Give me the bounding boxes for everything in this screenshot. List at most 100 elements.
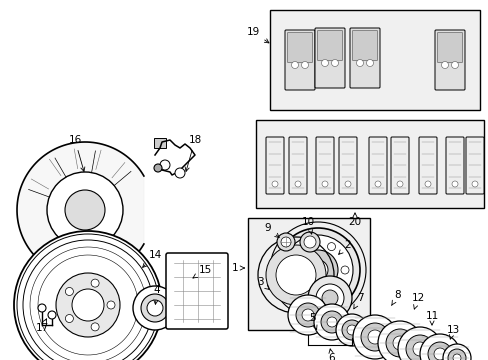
- Circle shape: [315, 284, 343, 312]
- Circle shape: [299, 232, 319, 252]
- Circle shape: [160, 160, 170, 170]
- Circle shape: [360, 323, 388, 351]
- Circle shape: [147, 300, 163, 316]
- Circle shape: [14, 231, 162, 360]
- Circle shape: [441, 62, 447, 68]
- Circle shape: [65, 190, 105, 230]
- Circle shape: [392, 336, 406, 350]
- FancyBboxPatch shape: [418, 137, 436, 194]
- Circle shape: [271, 181, 278, 187]
- Circle shape: [340, 266, 348, 274]
- Circle shape: [374, 181, 380, 187]
- FancyBboxPatch shape: [317, 31, 342, 60]
- Circle shape: [321, 290, 337, 306]
- Circle shape: [397, 327, 441, 360]
- Circle shape: [301, 62, 308, 68]
- FancyBboxPatch shape: [352, 31, 377, 60]
- Text: 7: 7: [353, 293, 363, 309]
- Text: 13: 13: [446, 325, 459, 339]
- Circle shape: [366, 59, 373, 67]
- FancyBboxPatch shape: [265, 137, 284, 194]
- Circle shape: [275, 228, 359, 312]
- Circle shape: [327, 289, 335, 297]
- FancyBboxPatch shape: [314, 28, 345, 88]
- FancyBboxPatch shape: [338, 137, 356, 194]
- Text: 11: 11: [425, 311, 438, 325]
- Text: 12: 12: [410, 293, 424, 309]
- Circle shape: [283, 235, 352, 305]
- Circle shape: [286, 266, 294, 274]
- Circle shape: [450, 62, 458, 68]
- FancyBboxPatch shape: [390, 137, 408, 194]
- Circle shape: [321, 181, 327, 187]
- Circle shape: [297, 250, 337, 290]
- Circle shape: [294, 181, 301, 187]
- Circle shape: [281, 237, 290, 247]
- Text: 17: 17: [35, 319, 48, 333]
- Bar: [269, 10, 479, 110]
- Text: 2: 2: [338, 240, 350, 255]
- Circle shape: [48, 311, 56, 319]
- Text: 6: 6: [328, 349, 335, 360]
- Circle shape: [154, 164, 162, 172]
- Circle shape: [307, 260, 327, 280]
- Circle shape: [72, 289, 104, 321]
- Circle shape: [424, 181, 430, 187]
- Circle shape: [320, 311, 342, 333]
- FancyBboxPatch shape: [288, 137, 306, 194]
- FancyBboxPatch shape: [285, 30, 314, 90]
- Text: 14: 14: [142, 250, 162, 267]
- Circle shape: [141, 294, 169, 322]
- Circle shape: [302, 309, 313, 321]
- Text: 10: 10: [301, 217, 314, 234]
- Circle shape: [451, 181, 457, 187]
- Circle shape: [313, 304, 349, 340]
- Text: 9: 9: [264, 223, 279, 238]
- Text: 5: 5: [308, 313, 316, 329]
- Circle shape: [327, 243, 335, 251]
- Circle shape: [447, 349, 465, 360]
- Circle shape: [326, 317, 336, 327]
- Circle shape: [471, 181, 477, 187]
- Circle shape: [107, 301, 115, 309]
- Circle shape: [65, 288, 73, 296]
- FancyBboxPatch shape: [465, 137, 483, 194]
- Text: 15: 15: [193, 265, 211, 278]
- Circle shape: [452, 354, 460, 360]
- Circle shape: [341, 320, 361, 340]
- Circle shape: [47, 172, 123, 248]
- Circle shape: [56, 273, 120, 337]
- Circle shape: [133, 286, 177, 330]
- Bar: [247, 218, 369, 330]
- FancyBboxPatch shape: [437, 32, 462, 63]
- Circle shape: [346, 325, 356, 335]
- Text: 3: 3: [256, 277, 269, 289]
- Bar: [154, 138, 165, 148]
- Circle shape: [419, 334, 459, 360]
- Circle shape: [345, 181, 350, 187]
- Circle shape: [65, 315, 73, 323]
- Circle shape: [352, 315, 396, 359]
- Circle shape: [307, 276, 351, 320]
- Circle shape: [356, 59, 363, 67]
- Circle shape: [405, 335, 433, 360]
- Circle shape: [38, 304, 46, 312]
- Circle shape: [276, 233, 294, 251]
- Circle shape: [331, 59, 338, 67]
- Circle shape: [91, 323, 99, 331]
- Circle shape: [300, 289, 308, 297]
- Bar: [256, 120, 483, 208]
- FancyBboxPatch shape: [349, 28, 379, 88]
- Polygon shape: [17, 142, 143, 278]
- FancyBboxPatch shape: [434, 30, 464, 90]
- Circle shape: [91, 279, 99, 287]
- Text: 20: 20: [348, 213, 361, 227]
- FancyBboxPatch shape: [165, 253, 227, 329]
- FancyBboxPatch shape: [368, 137, 386, 194]
- Circle shape: [321, 59, 328, 67]
- Text: 16: 16: [68, 135, 84, 171]
- FancyBboxPatch shape: [287, 32, 312, 63]
- Text: 18: 18: [185, 135, 201, 171]
- Circle shape: [175, 168, 184, 178]
- Circle shape: [295, 303, 319, 327]
